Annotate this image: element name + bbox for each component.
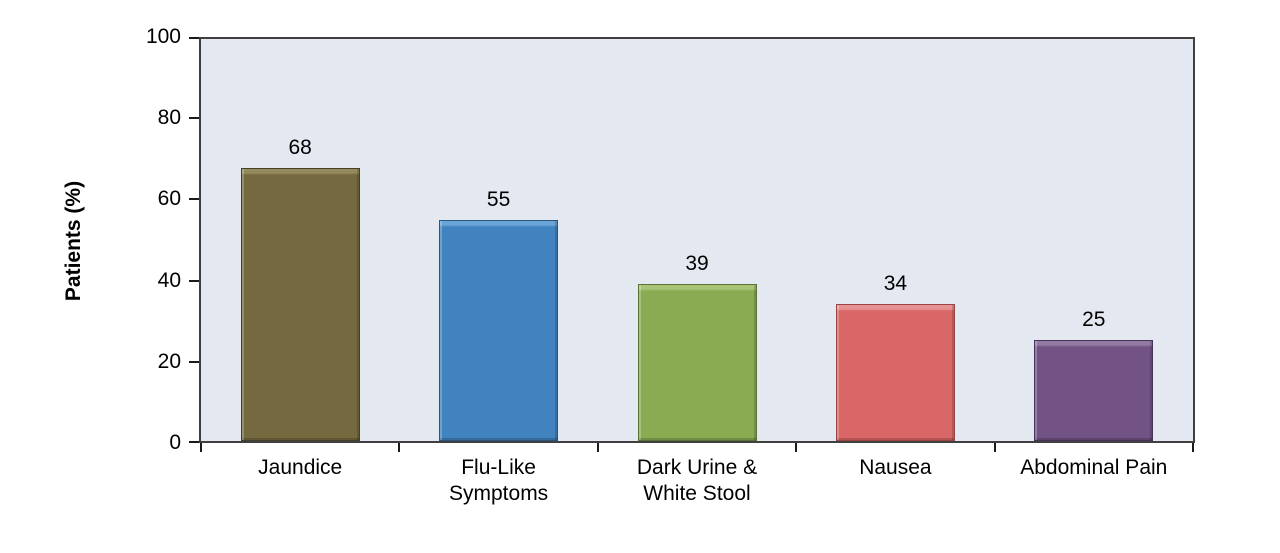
bar-jaundice [240, 168, 360, 441]
x-axis-category-label: Flu-Like Symptoms [449, 456, 549, 505]
x-axis-category-label: Nausea [859, 456, 932, 479]
x-axis-category-label: Jaundice [258, 456, 343, 479]
x-axis-tick [596, 443, 599, 452]
y-axis-tick [189, 37, 199, 39]
y-axis-tick-label: 40 [157, 268, 181, 292]
y-axis-tick-label: 100 [145, 25, 181, 48]
y-axis-tick [189, 360, 199, 363]
y-axis-tick-label: 20 [157, 349, 181, 373]
x-axis-tick [795, 443, 798, 452]
y-axis-title: Patients (%) [62, 180, 85, 302]
y-axis-tick [189, 441, 199, 443]
y-axis-tick-label: 0 [169, 431, 181, 454]
bar-value-label: 39 [685, 252, 709, 275]
bar-value-label: 34 [883, 272, 908, 295]
y-axis-tick [189, 198, 199, 201]
bar-value-label: 25 [1082, 308, 1106, 331]
y-axis-tick [189, 279, 199, 282]
bar-value-label: 68 [288, 136, 312, 159]
bar-abdominal-pain [1034, 340, 1154, 441]
x-axis-category-label: Abdominal Pain [1020, 456, 1168, 479]
x-axis-tick [200, 443, 202, 452]
bar-flu-like-symptoms [439, 220, 559, 441]
y-axis-tick-label: 60 [157, 187, 181, 211]
x-axis-tick [1192, 443, 1194, 452]
y-axis-tick [189, 117, 199, 120]
x-axis-tick [993, 443, 996, 452]
x-axis-tick [398, 443, 401, 452]
bar-value-label: 55 [486, 188, 511, 211]
x-axis-category-label: Dark Urine & White Stool [636, 456, 758, 505]
y-axis-tick-label: 80 [157, 106, 181, 130]
plot-area: 68 55 39 34 25 [199, 37, 1195, 443]
bar-dark-urine-white-stool [637, 284, 757, 441]
bar-nausea [835, 304, 955, 441]
